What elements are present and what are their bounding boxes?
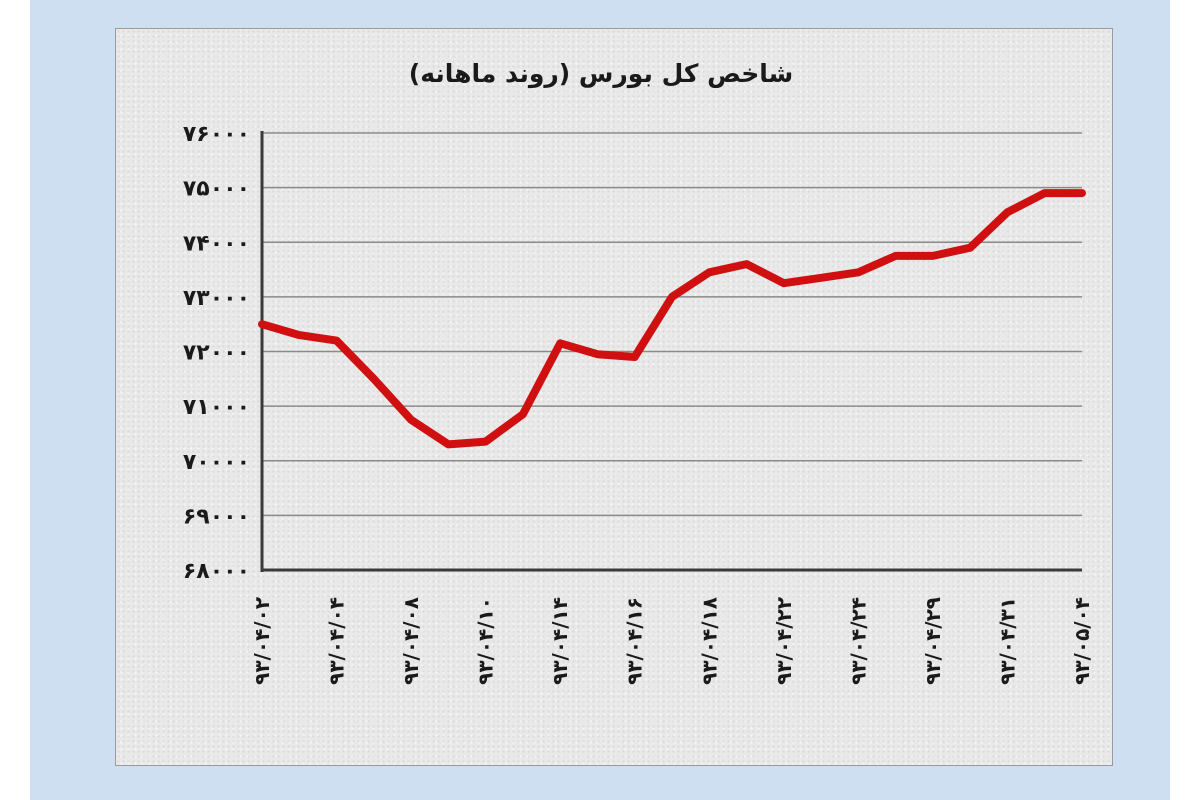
y-tick-label: ۷۶۰۰۰ <box>183 122 250 147</box>
x-tick-label: ۹۳/۰۴/۲۹ <box>921 597 945 685</box>
x-tick-label: ۹۳/۰۴/۱۸ <box>697 597 721 685</box>
x-tick-label: ۹۳/۰۴/۱۶ <box>623 597 647 685</box>
x-tick-label: ۹۳/۰۴/۰۴ <box>325 597 349 685</box>
x-axis-ticks: ۹۳/۰۴/۰۲ ۹۳/۰۴/۰۴ ۹۳/۰۴/۰۸ ۹۳/۰۴/۱۰ ۹۳/۰۴/۱۴… <box>250 597 1094 685</box>
x-tick-label: ۹۳/۰۴/۰۲ <box>250 597 274 685</box>
y-tick-label: ۷۲۰۰۰ <box>183 341 250 366</box>
y-tick-label: ۷۳۰۰۰ <box>183 286 250 311</box>
x-tick-label: ۹۳/۰۴/۰۸ <box>399 597 423 685</box>
y-tick-label: ۷۱۰۰۰ <box>183 395 250 420</box>
y-tick-label: ۷۴۰۰۰ <box>183 231 250 256</box>
y-tick-label: ۶۸۰۰۰ <box>183 559 250 584</box>
x-tick-label: ۹۳/۰۴/۱۴ <box>548 597 572 685</box>
axes <box>260 131 1082 572</box>
series-layer <box>258 189 1086 449</box>
x-tick-label: ۹۳/۰۴/۱۰ <box>474 597 498 685</box>
chart-panel: شاخص کل بورس (روند ماهانه) ۷۶۰۰۰ ۷۵۰۰۰ ۷۴۰… <box>115 28 1113 766</box>
x-tick-label: ۹۳/۰۴/۲۴ <box>846 597 870 685</box>
x-tick-label: ۹۳/۰۴/۲۲ <box>772 597 796 685</box>
y-tick-label: ۷۵۰۰۰ <box>183 177 250 202</box>
x-tick-label: ۹۳/۰۴/۳۱ <box>995 597 1019 685</box>
gridlines <box>262 132 1082 517</box>
y-tick-label: ۷۰۰۰۰ <box>183 450 250 475</box>
y-tick-label: ۶۹۰۰۰ <box>183 504 250 529</box>
line-chart: شاخص کل بورس (روند ماهانه) ۷۶۰۰۰ ۷۵۰۰۰ ۷۴۰… <box>183 59 1094 685</box>
x-tick-label: ۹۳/۰۵/۰۴ <box>1070 597 1094 685</box>
y-axis-ticks: ۷۶۰۰۰ ۷۵۰۰۰ ۷۴۰۰۰ ۷۳۰۰۰ ۷۲۰۰۰ ۷۱۰۰۰ ۷۰۰۰۰ ۶۹۰۰۰… <box>183 122 250 584</box>
chart-title: شاخص کل بورس (روند ماهانه) <box>409 59 793 89</box>
